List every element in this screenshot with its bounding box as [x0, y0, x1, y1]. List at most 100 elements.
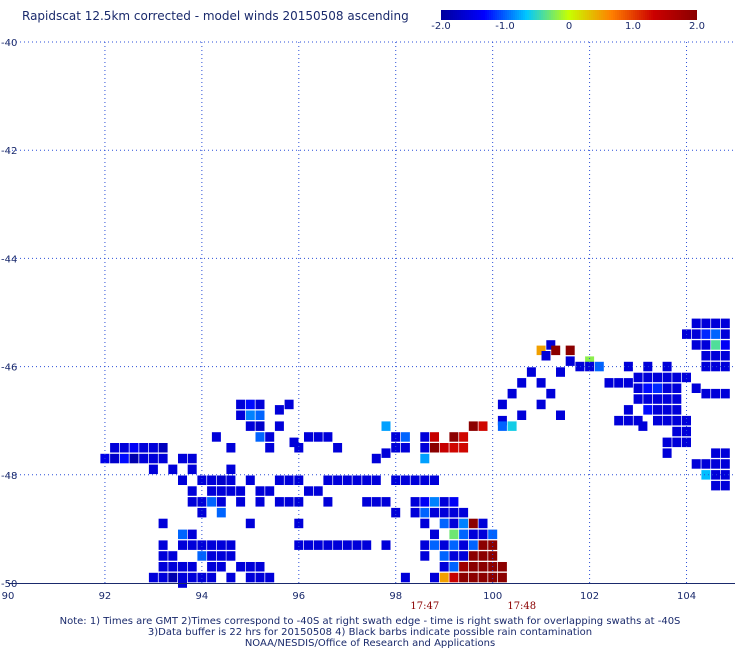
- wind-difference-cell: [226, 443, 236, 453]
- wind-difference-cell: [556, 410, 565, 420]
- wind-difference-cell: [274, 497, 284, 507]
- y-tick-label: -42: [1, 146, 17, 157]
- wind-difference-cell: [551, 345, 561, 356]
- wind-difference-cell: [691, 318, 701, 329]
- colorbar-segment: [449, 10, 452, 20]
- wind-difference-cell: [245, 475, 255, 485]
- wind-difference-cell: [245, 410, 255, 420]
- colorbar-segment: [577, 10, 580, 20]
- wind-difference-cell: [187, 453, 197, 464]
- wind-difference-cell: [711, 340, 721, 350]
- colorbar-segment: [487, 10, 490, 20]
- wind-difference-cell: [216, 486, 226, 496]
- wind-difference-cell: [439, 562, 449, 572]
- wind-difference-cell: [391, 507, 401, 518]
- colorbar-tick-label: -2.0: [431, 21, 451, 32]
- wind-difference-cell: [178, 562, 187, 572]
- wind-difference-cell: [653, 394, 662, 404]
- wind-difference-cell: [691, 340, 701, 350]
- wind-difference-cell: [342, 540, 352, 550]
- wind-difference-cell: [536, 399, 546, 410]
- wind-difference-cell: [187, 464, 197, 475]
- colorbar-segment: [635, 10, 638, 20]
- wind-difference-cell: [197, 572, 207, 583]
- colorbar-segment: [493, 10, 496, 20]
- wind-difference-cell: [313, 540, 323, 550]
- colorbar-segment: [545, 10, 548, 20]
- colorbar-segment: [471, 10, 474, 20]
- colorbar-segment: [465, 10, 468, 20]
- colorbar-segment: [579, 10, 582, 20]
- wind-difference-cell: [245, 572, 255, 583]
- wind-difference-cell: [178, 540, 187, 550]
- colorbar-segment: [611, 10, 614, 20]
- colorbar-segment: [565, 10, 568, 20]
- colorbar-segment: [693, 10, 696, 20]
- wind-difference-cell: [575, 361, 585, 372]
- wind-difference-cell: [488, 540, 498, 550]
- wind-difference-cell: [449, 518, 459, 529]
- colorbar-segment: [573, 10, 576, 20]
- x-tick-label: 94: [195, 591, 208, 602]
- colorbar-segment: [571, 10, 574, 20]
- wind-difference-cell: [129, 443, 139, 453]
- wind-difference-cell: [701, 340, 711, 350]
- x-tick-label: 100: [483, 591, 502, 602]
- wind-difference-cell: [391, 432, 401, 442]
- wind-difference-cell: [449, 432, 459, 442]
- wind-difference-cell: [207, 551, 217, 561]
- wind-difference-cell: [488, 572, 498, 583]
- wind-difference-cell: [720, 470, 730, 480]
- wind-difference-cell: [720, 361, 730, 372]
- wind-difference-cell: [711, 388, 721, 399]
- wind-difference-cell: [459, 562, 469, 572]
- wind-difference-cell: [565, 356, 575, 366]
- wind-difference-cell: [672, 426, 682, 437]
- wind-difference-cell: [497, 562, 507, 572]
- x-tick-label: 92: [99, 591, 112, 602]
- wind-difference-cell: [662, 372, 672, 383]
- colorbar-segment: [561, 10, 564, 20]
- colorbar-segment: [619, 10, 622, 20]
- colorbar-segment: [599, 10, 602, 20]
- wind-difference-cell: [536, 345, 546, 356]
- wind-difference-cell: [284, 497, 294, 507]
- wind-difference-cell: [197, 540, 207, 550]
- colorbar-segment: [649, 10, 652, 20]
- colorbar-segment: [557, 10, 560, 20]
- wind-difference-cell: [633, 372, 643, 383]
- colorbar-segment: [677, 10, 680, 20]
- wind-difference-cell: [391, 475, 401, 485]
- colorbar-segment: [595, 10, 598, 20]
- colorbar-segment: [663, 10, 666, 20]
- colorbar-segment: [443, 10, 446, 20]
- wind-difference-cell: [430, 507, 439, 518]
- y-tick-label: -44: [1, 254, 17, 265]
- wind-difference-cell: [187, 529, 197, 540]
- wind-difference-cell: [497, 399, 507, 410]
- wind-difference-cell: [381, 540, 391, 550]
- colorbar-segment: [547, 10, 550, 20]
- wind-difference-cell: [420, 443, 430, 453]
- wind-difference-cell: [459, 432, 469, 442]
- colorbar-segment: [625, 10, 628, 20]
- colorbar-segment: [555, 10, 558, 20]
- wind-difference-cell: [139, 443, 149, 453]
- wind-difference-cell: [226, 540, 236, 550]
- wind-difference-cell: [381, 421, 391, 431]
- colorbar-segment: [655, 10, 658, 20]
- wind-difference-cell: [468, 540, 478, 550]
- wind-difference-cell: [207, 497, 217, 507]
- colorbar-segment: [585, 10, 588, 20]
- colorbar-segment: [589, 10, 592, 20]
- wind-difference-cell: [459, 518, 469, 529]
- colorbar-segment: [541, 10, 544, 20]
- colorbar-segment: [521, 10, 524, 20]
- colorbar-segment: [581, 10, 584, 20]
- wind-difference-cell: [294, 540, 304, 550]
- wind-difference-cell: [653, 372, 662, 383]
- colorbar-segment: [511, 10, 514, 20]
- colorbar-tick-label: 1.0: [625, 21, 641, 32]
- y-tick-label: -40: [1, 38, 17, 49]
